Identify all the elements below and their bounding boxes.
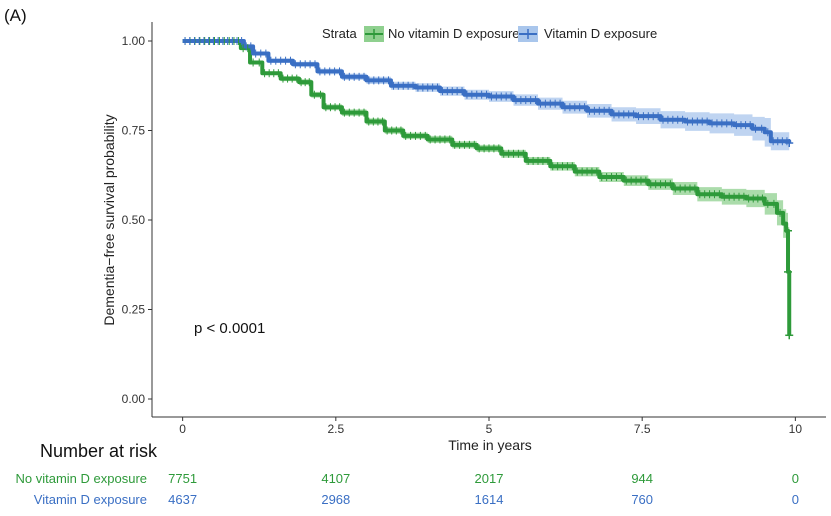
legend-label-no-vitamin-d-exposure: No vitamin D exposure	[388, 26, 520, 41]
y-tick-label: 0.50	[122, 213, 146, 227]
risk-value: 4637	[168, 492, 197, 507]
y-tick-label: 0.25	[122, 303, 146, 317]
x-tick-label: 2.5	[327, 422, 344, 436]
y-axis-label: Dementia−free survival probability	[101, 114, 117, 325]
legend-label-vitamin-d-exposure: Vitamin D exposure	[544, 26, 657, 41]
x-tick-label: 10	[789, 422, 803, 436]
risk-value: 0	[792, 471, 799, 486]
x-tick-label: 5	[486, 422, 493, 436]
risk-value: 1614	[475, 492, 504, 507]
risk-value: 4107	[321, 471, 350, 486]
y-tick-label: 0.00	[122, 392, 146, 406]
survival-curves	[182, 39, 792, 336]
risk-value: 944	[631, 471, 653, 486]
x-axis-label: Time in years	[448, 437, 532, 453]
risk-row-label-no-vitamin-d: No vitamin D exposure	[15, 471, 148, 486]
risk-value: 2017	[475, 471, 504, 486]
risk-value: 760	[631, 492, 653, 507]
curve-no-vitamin-d-exposure	[182, 39, 792, 336]
x-tick-label: 0	[179, 422, 186, 436]
panel-label: (A)	[4, 6, 27, 25]
confidence-bands	[182, 41, 790, 385]
y-tick-label: 0.75	[122, 124, 146, 138]
legend: Strata No vitamin D exposure Vitamin D ex…	[322, 26, 657, 42]
risk-value: 0	[792, 492, 799, 507]
p-value-annotation: p < 0.0001	[194, 320, 265, 337]
risk-table-values: 7751 4107 2017 944 0 4637 2968 1614 760 0	[168, 471, 799, 507]
censor-marks	[184, 37, 794, 340]
legend-title: Strata	[322, 26, 357, 41]
risk-row-label-vitamin-d: Vitamin D exposure	[33, 492, 147, 507]
risk-value: 7751	[168, 471, 197, 486]
axes: 0.00 0.25 0.50 0.75 1.00 0 2.5 5 7.5 10	[122, 22, 826, 436]
risk-table-title: Number at risk	[40, 441, 158, 461]
y-tick-label: 1.00	[122, 34, 146, 48]
curve-vitamin-d-exposure	[182, 39, 792, 144]
x-tick-label: 7.5	[634, 422, 651, 436]
risk-value: 2968	[321, 492, 350, 507]
